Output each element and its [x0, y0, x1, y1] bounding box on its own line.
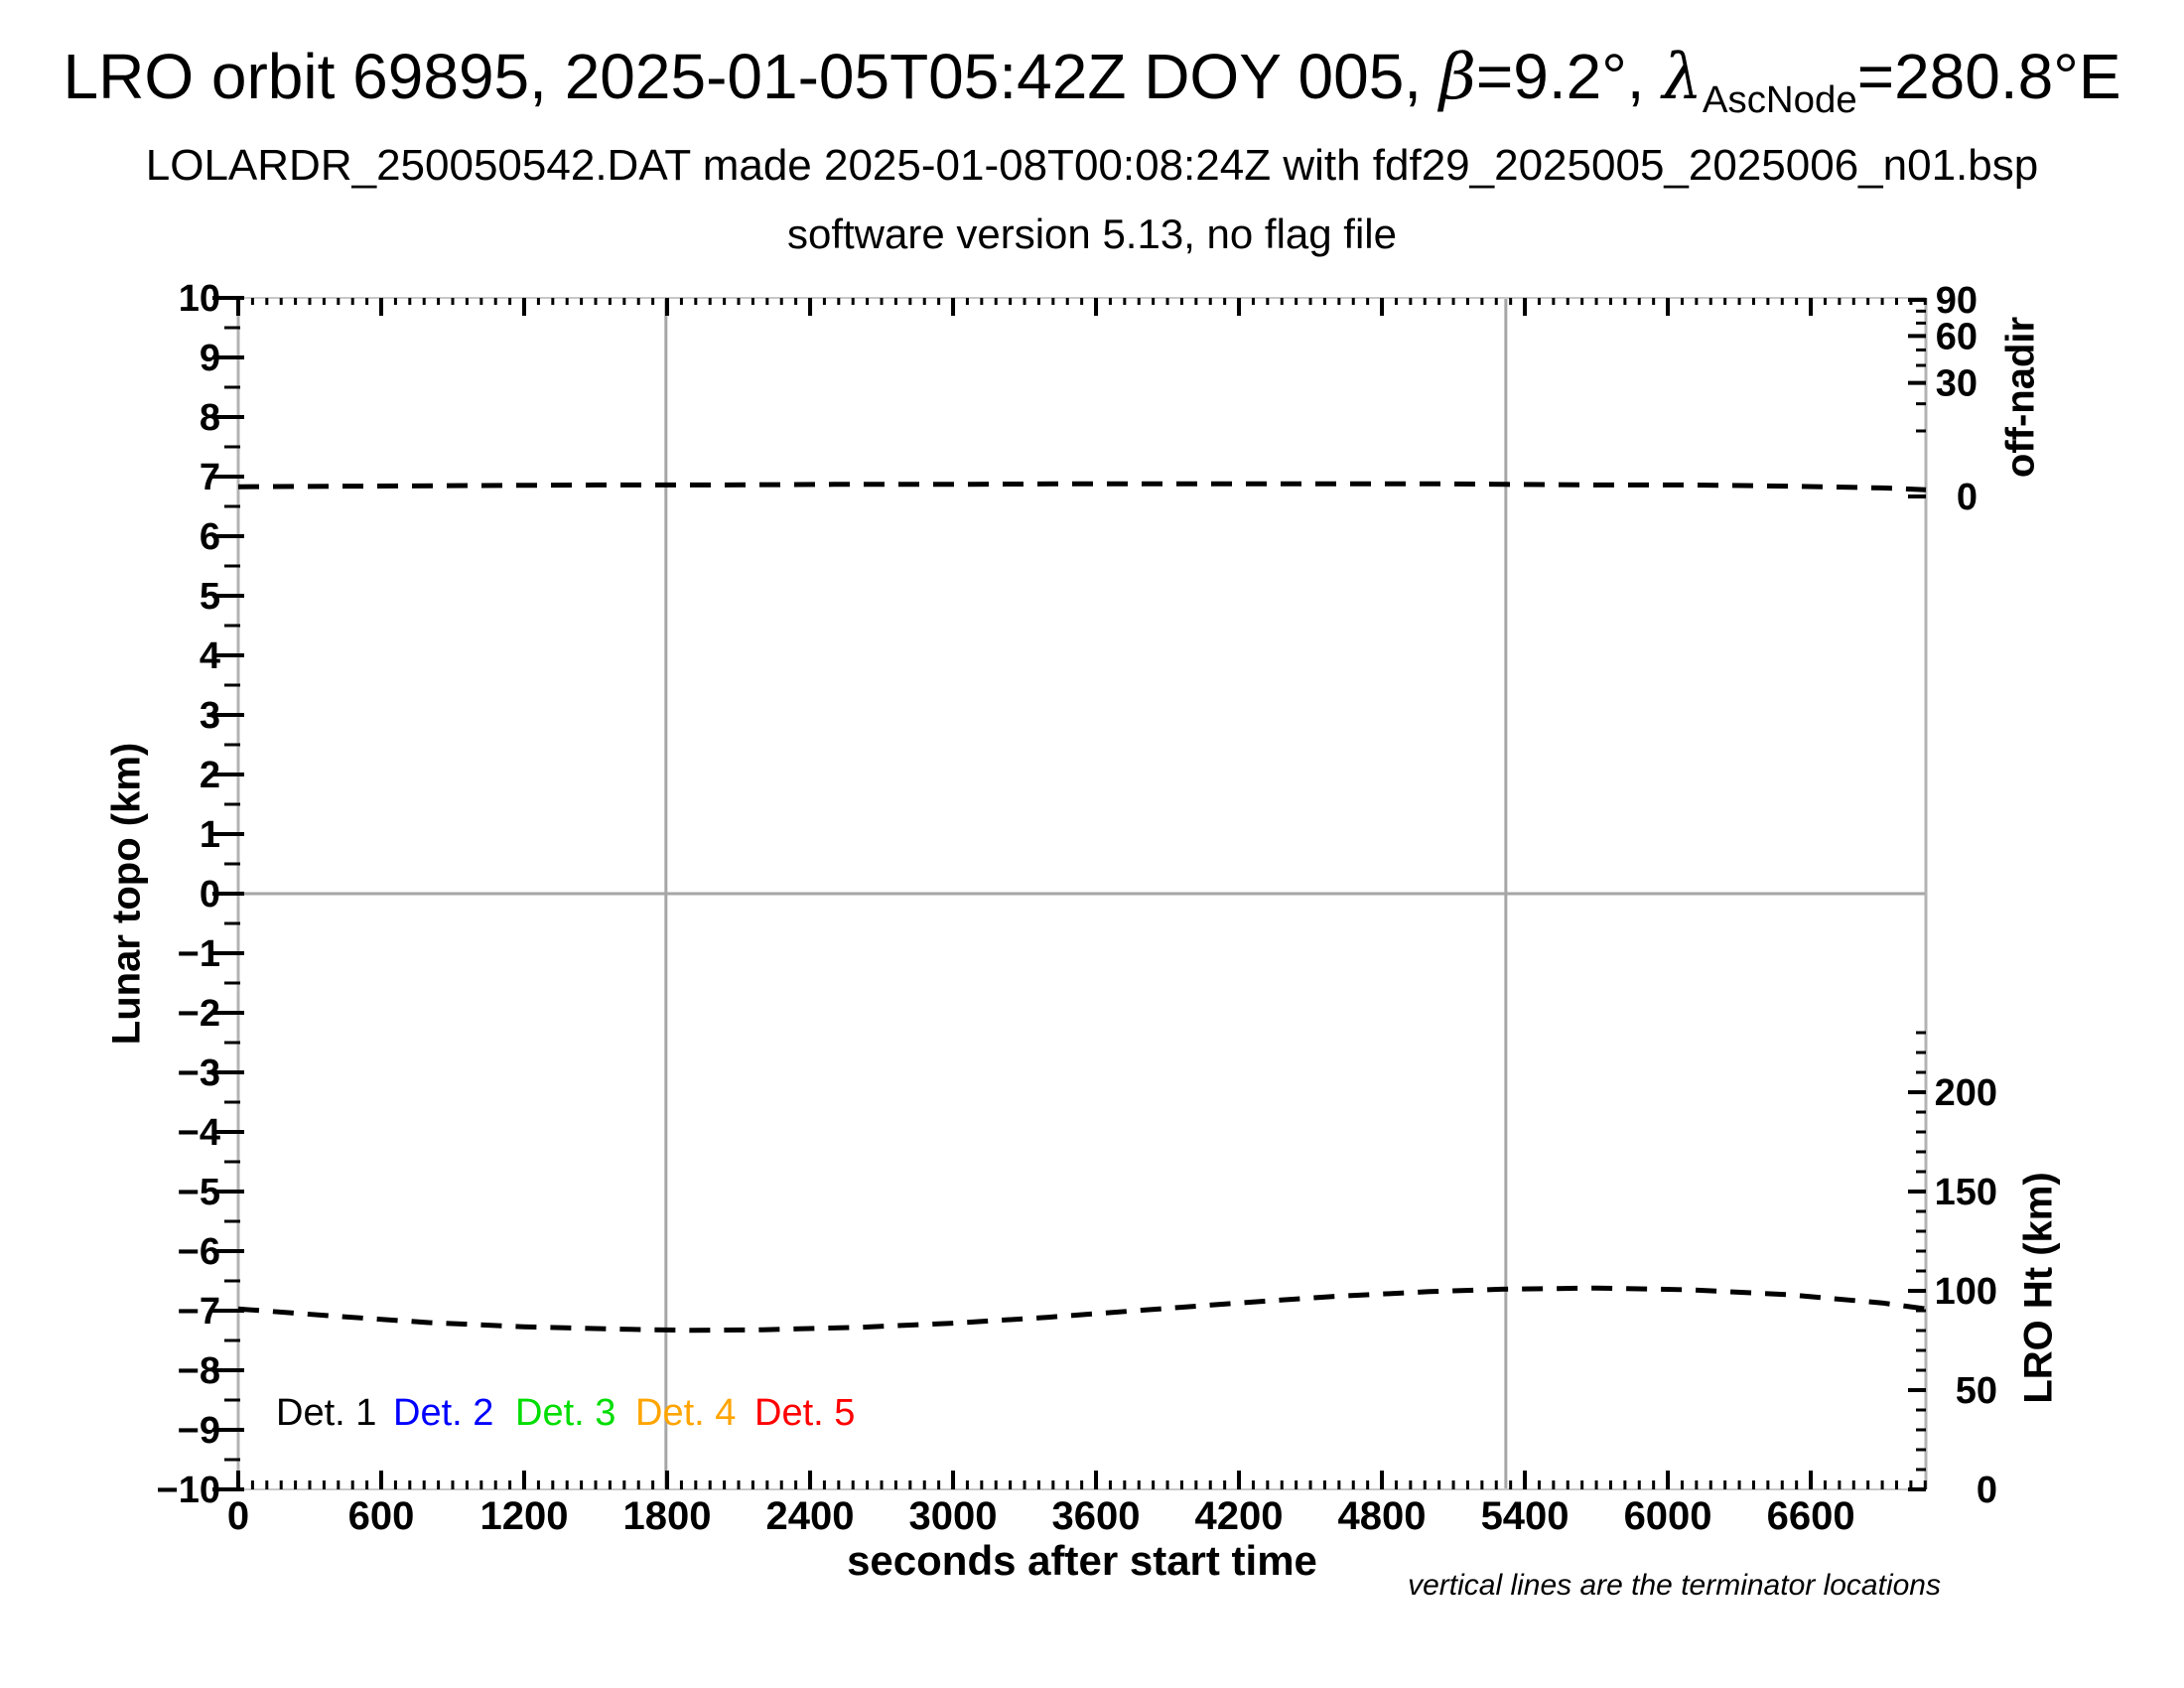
y-axis-tick-label: 9 — [200, 338, 220, 379]
lambda-symbol: λ — [1662, 41, 1703, 114]
x-axis-tick-label: 3600 — [1052, 1494, 1141, 1538]
y-axis-tick-label: 10 — [179, 278, 220, 320]
y-axis-label-left: Lunar topo (km) — [104, 742, 149, 1046]
x-axis-tick-label: 2400 — [766, 1494, 855, 1538]
lro-height-curve — [237, 1285, 1927, 1334]
y-axis-tick-label: −7 — [178, 1291, 220, 1333]
y-axis-tick-label: 3 — [200, 695, 220, 737]
offnadir-tick-label: 30 — [1936, 363, 1978, 405]
x-axis-label: seconds after start time — [847, 1537, 1317, 1584]
title-subscript: AscNode — [1702, 77, 1857, 121]
lro-ht-tick-label: 50 — [1956, 1370, 1997, 1412]
title-text-3: =280.8°E — [1856, 41, 2121, 112]
y-axis-tick-label: −9 — [178, 1410, 220, 1452]
legend-item-det-3: Det. 3 — [515, 1392, 616, 1434]
y-axis-tick-label: 8 — [200, 397, 220, 439]
title-text-2: =9.2°, — [1475, 41, 1663, 112]
y-axis-label-lro-ht: LRO Ht (km) — [2016, 1172, 2061, 1404]
x-axis-tick-label: 5400 — [1481, 1494, 1570, 1538]
legend-item-det-5: Det. 5 — [754, 1392, 856, 1434]
offnadir-tick-label: 90 — [1936, 280, 1978, 322]
x-axis-tick-label: 1800 — [623, 1494, 712, 1538]
y-axis-tick-label: −8 — [178, 1350, 220, 1392]
x-axis-tick-label: 4800 — [1338, 1494, 1427, 1538]
lro-ht-tick-label: 200 — [1935, 1072, 1997, 1114]
y-axis-tick-label: −2 — [178, 993, 220, 1035]
y-axis-tick-label: 0 — [200, 874, 220, 915]
x-axis-tick-label: 4200 — [1195, 1494, 1284, 1538]
legend-item-det-2: Det. 2 — [393, 1392, 494, 1434]
subtitle-file-info: LOLARDR_250050542.DAT made 2025-01-08T00… — [145, 141, 2039, 190]
y-axis-tick-label: 2 — [200, 755, 220, 796]
offnadir-tick-label: 0 — [1957, 477, 1978, 518]
y-axis-tick-label: −10 — [157, 1470, 220, 1511]
y-axis-tick-label: −4 — [178, 1112, 220, 1154]
x-axis-tick-label: 3000 — [909, 1494, 998, 1538]
y-axis-tick-label: −5 — [178, 1172, 220, 1213]
y-axis-tick-label: 6 — [200, 516, 220, 558]
x-axis-tick-label: 0 — [227, 1494, 249, 1538]
legend-item-det-1: Det. 1 — [276, 1392, 377, 1434]
y-axis-tick-label: −6 — [178, 1231, 220, 1273]
offnadir-tick-label: 60 — [1936, 316, 1978, 357]
y-axis-tick-label: −3 — [178, 1053, 220, 1094]
y-axis-tick-label: −1 — [178, 933, 220, 975]
x-axis-tick-label: 6600 — [1767, 1494, 1855, 1538]
y-axis-tick-label: 7 — [200, 457, 220, 498]
off-nadir-curve — [237, 481, 1927, 492]
x-axis-tick-label: 6000 — [1624, 1494, 1712, 1538]
lro-ht-tick-label: 150 — [1935, 1172, 1997, 1213]
y-axis-tick-label: 5 — [200, 576, 220, 618]
beta-symbol: β — [1438, 41, 1476, 114]
x-axis-tick-label: 600 — [348, 1494, 415, 1538]
legend-item-det-4: Det. 4 — [635, 1392, 737, 1434]
lro-ht-tick-label: 0 — [1977, 1470, 1997, 1511]
x-axis-tick-label: 1200 — [480, 1494, 569, 1538]
terminator-footnote: vertical lines are the terminator locati… — [1408, 1569, 1941, 1602]
page-title: LRO orbit 69895, 2025-01-05T05:42Z DOY 0… — [0, 40, 2184, 122]
y-axis-tick-label: 4 — [200, 635, 220, 677]
subtitle-software-version: software version 5.13, no flag file — [786, 211, 1397, 257]
title-text-1: LRO orbit 69895, 2025-01-05T05:42Z DOY 0… — [63, 41, 1439, 112]
lro-ht-tick-label: 100 — [1935, 1271, 1997, 1313]
y-axis-tick-label: 1 — [200, 814, 220, 856]
y-axis-label-offnadir: off-nadir — [1998, 316, 2043, 479]
